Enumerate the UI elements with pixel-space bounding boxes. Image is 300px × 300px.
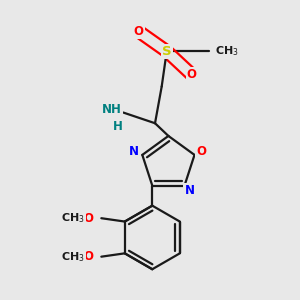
Text: O: O [83, 212, 93, 225]
Text: S: S [162, 45, 172, 58]
Text: CH$_3$: CH$_3$ [61, 211, 85, 225]
Text: O: O [187, 68, 197, 81]
Text: N: N [184, 184, 194, 197]
Text: NH: NH [102, 103, 122, 116]
Text: CH$_3$: CH$_3$ [215, 44, 239, 58]
Text: N: N [129, 145, 139, 158]
Text: CH$_3$: CH$_3$ [61, 250, 85, 264]
Text: O: O [196, 145, 206, 158]
Text: O: O [133, 25, 143, 38]
Text: O: O [83, 250, 93, 263]
Text: H: H [112, 120, 122, 133]
